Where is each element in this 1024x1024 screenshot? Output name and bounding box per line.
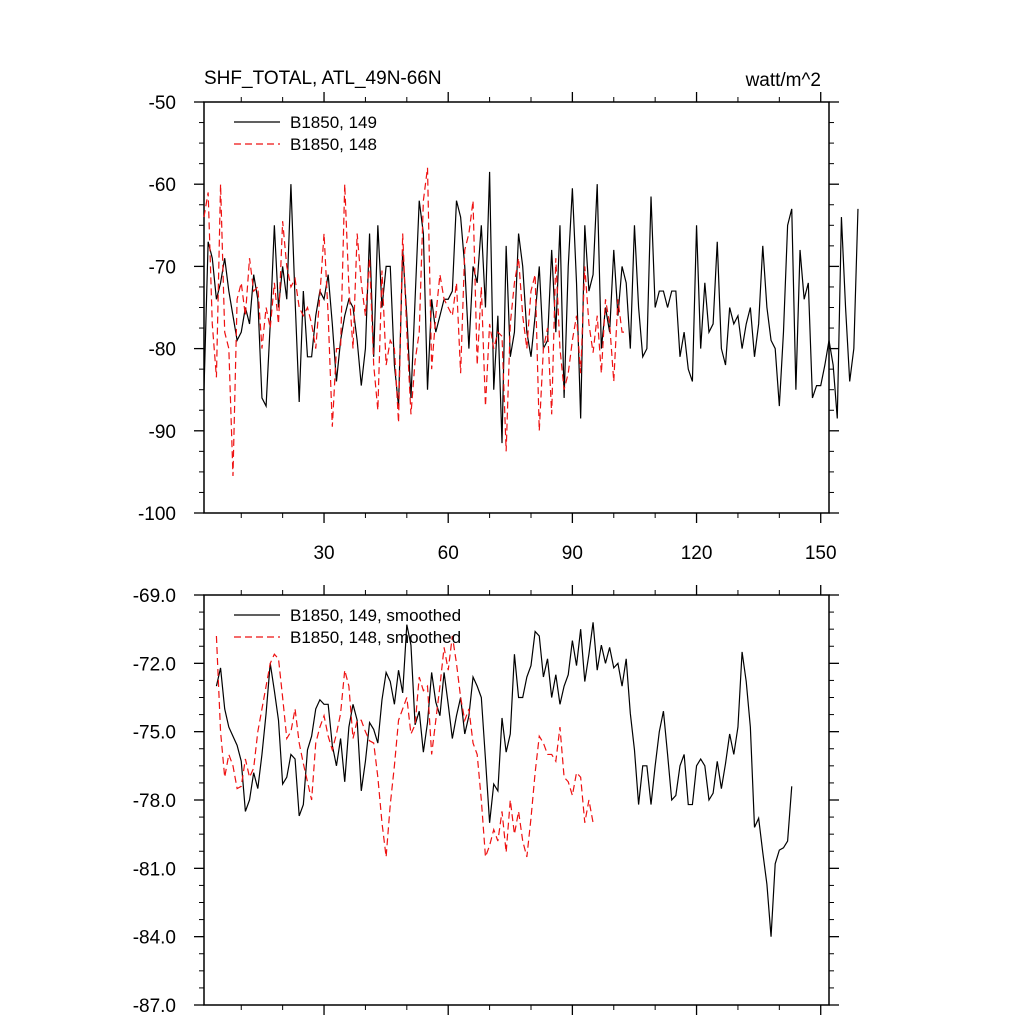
bottom-series-line-1	[215, 622, 793, 937]
bottom-legend: B1850, 149, smoothed B1850, 148, smoothed	[234, 606, 461, 647]
top-plot-frame	[203, 101, 830, 514]
top-ticks: 30 60 90 120 150 -100 -90 -80 -70 -60 -50	[138, 92, 839, 564]
bottom-legend-label: B1850, 148, smoothed	[290, 628, 461, 647]
top-x-tick-label: 90	[562, 543, 583, 564]
bottom-y-tick-label: -78.0	[133, 791, 176, 812]
bottom-y-tick-label: -84.0	[133, 928, 176, 949]
bottom-y-tick-label: -72.0	[133, 654, 176, 675]
top-chart-units: watt/m^2	[745, 70, 821, 91]
top-legend-label: B1850, 148	[290, 135, 377, 154]
top-y-tick-label: -100	[138, 504, 176, 525]
bottom-ticks: -87.0 -84.0 -81.0 -78.0 -75.0 -72.0 -69.0	[133, 585, 839, 1017]
top-x-tick-label: 60	[438, 543, 459, 564]
top-series	[203, 167, 859, 477]
bottom-y-tick-label: -75.0	[133, 723, 176, 744]
top-x-tick-label: 120	[681, 543, 713, 564]
top-chart-title: SHF_TOTAL, ATL_49N-66N	[204, 68, 442, 89]
top-y-tick-label: -80	[149, 340, 176, 361]
top-legend-label: B1850, 149	[290, 113, 377, 132]
bottom-y-tick-label: -81.0	[133, 859, 176, 880]
bottom-series-line-2	[215, 635, 594, 858]
top-y-tick-label: -60	[149, 175, 176, 196]
bottom-y-tick-label: -87.0	[133, 996, 176, 1017]
top-y-tick-label: -70	[149, 257, 176, 278]
top-legend: B1850, 149 B1850, 148	[234, 113, 377, 154]
bottom-y-tick-label: -69.0	[133, 586, 176, 607]
top-series-line-1	[203, 171, 859, 444]
top-panel: SHF_TOTAL, ATL_49N-66N watt/m^2 30 60 90 12…	[138, 68, 859, 564]
top-x-tick-label: 30	[313, 543, 334, 564]
bottom-series	[215, 622, 793, 937]
bottom-panel: -87.0 -84.0 -81.0 -78.0 -75.0 -72.0 -69.0 B185…	[133, 585, 839, 1017]
top-x-tick-label: 150	[805, 543, 837, 564]
top-series-line-2	[203, 167, 627, 477]
top-y-tick-label: -90	[149, 422, 176, 443]
top-y-tick-label: -50	[149, 93, 176, 114]
bottom-legend-label: B1850, 149, smoothed	[290, 606, 461, 625]
